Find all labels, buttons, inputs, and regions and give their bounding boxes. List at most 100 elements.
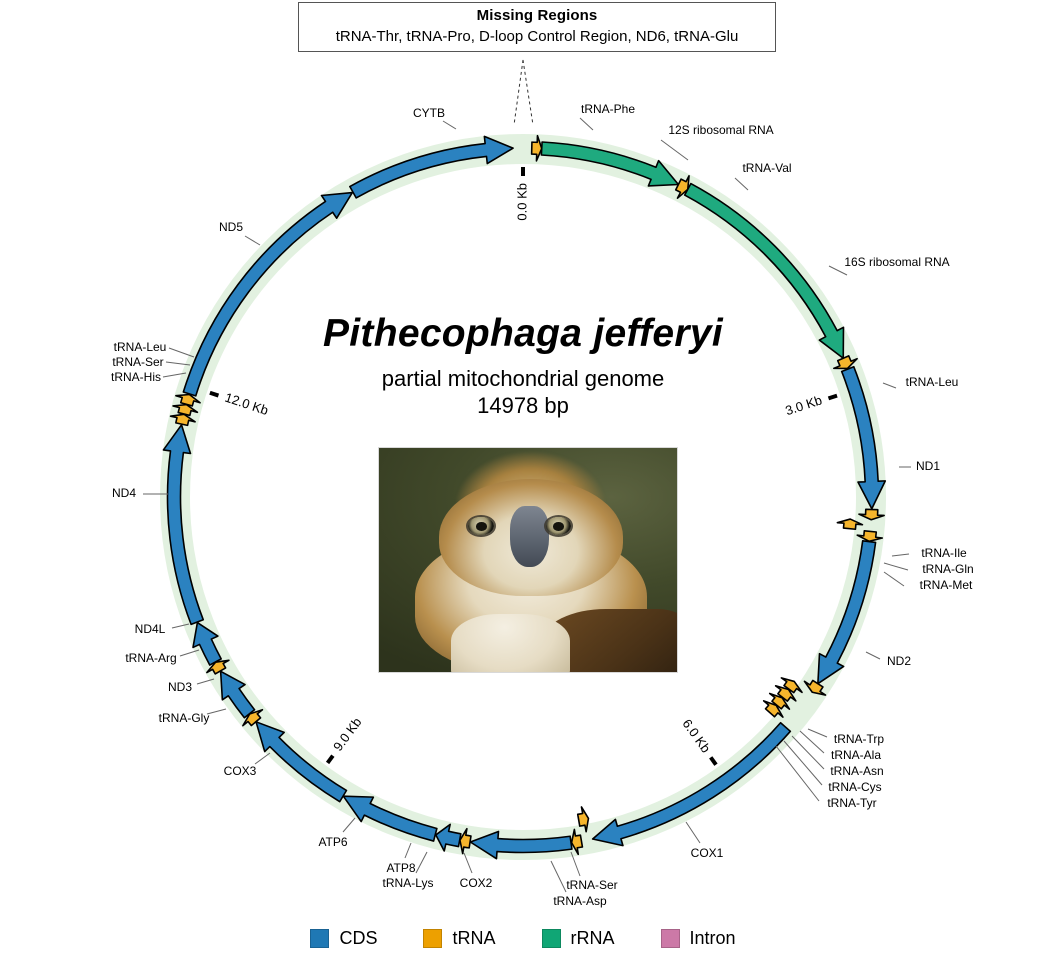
feature-16s-ribosomal-rna — [683, 182, 845, 360]
feature-label-trna-lys: tRNA-Lys — [383, 876, 434, 890]
legend-label: CDS — [339, 928, 378, 948]
legend-swatch-rrna — [541, 929, 561, 948]
photo-beak — [510, 506, 549, 567]
feature-label-atp8: ATP8 — [386, 861, 415, 875]
legend-item-intron: Intron — [660, 928, 736, 949]
genome-length: 14978 bp — [477, 393, 569, 418]
leader-line-31 — [244, 235, 261, 246]
feature-trna-his — [169, 413, 196, 427]
feature-label-trna-arg: tRNA-Arg — [125, 651, 176, 665]
feature-label-trna-trp: tRNA-Trp — [834, 732, 885, 746]
feature-trna-gln — [836, 518, 864, 531]
leader-line-30 — [168, 347, 195, 358]
feature-nd5 — [182, 191, 354, 397]
feature-label-trna-ala: tRNA-Ala — [831, 748, 881, 762]
leader-line-26 — [171, 623, 190, 629]
feature-label-trna-ser: tRNA-Ser — [566, 878, 617, 892]
leader-line-8 — [883, 571, 905, 587]
leader-line-1 — [660, 139, 689, 161]
leader-line-10 — [807, 728, 828, 738]
feature-label-cox3: COX3 — [224, 764, 257, 778]
feature-trna-met — [856, 530, 884, 543]
tick-mark-2 — [709, 756, 718, 766]
feature-label-trna-cys: tRNA-Cys — [828, 780, 881, 794]
feature-nd1 — [840, 365, 887, 510]
leader-line-25 — [179, 649, 200, 657]
feature-label-cox2: COX2 — [460, 876, 493, 890]
leader-line-11 — [799, 730, 825, 754]
center-caption: Pithecophaga jefferyi partial mitochondr… — [213, 312, 833, 419]
leader-line-32 — [442, 120, 457, 130]
species-name: Pithecophaga jefferyi — [322, 312, 724, 355]
feature-trna-ser — [576, 806, 590, 833]
feature-label-nd4: ND4 — [112, 486, 136, 500]
feature-arcs — [162, 134, 887, 860]
tick-mark-3 — [325, 754, 335, 765]
leader-line-0 — [579, 117, 594, 131]
feature-cox3 — [255, 721, 348, 803]
legend-item-cds: CDS — [310, 928, 377, 949]
feature-trna-tyr — [762, 700, 784, 718]
leader-line-4 — [882, 382, 897, 389]
feature-label-nd2: ND2 — [887, 654, 911, 668]
feature-trna-cys — [768, 692, 791, 710]
feature-12s-ribosomal-rna — [540, 141, 680, 187]
feature-trna-ser — [172, 403, 199, 417]
feature-trna-leu — [175, 393, 201, 407]
legend-item-trna: tRNA — [423, 928, 496, 949]
feature-label-trna-asn: tRNA-Asn — [830, 764, 883, 778]
feature-trna-leu — [833, 355, 858, 370]
feature-atp8 — [434, 823, 462, 852]
feature-label-atp6: ATP6 — [318, 835, 347, 849]
feature-label-16s-ribosomal-rna: 16S ribosomal RNA — [844, 255, 949, 269]
leader-line-6 — [891, 553, 910, 557]
missing-regions-box: Missing Regions tRNA-Thr, tRNA-Pro, D-lo… — [298, 2, 776, 52]
feature-label-nd5: ND5 — [219, 220, 243, 234]
feature-trna-asp — [570, 828, 584, 856]
feature-trna-ala — [780, 677, 803, 694]
tick-mark-4 — [209, 390, 220, 398]
feature-label-trna-asp: tRNA-Asp — [553, 894, 607, 908]
missing-regions-list: tRNA-Thr, tRNA-Pro, D-loop Control Regio… — [335, 28, 739, 45]
leader-line-28 — [162, 372, 187, 378]
leader-line-2 — [734, 177, 749, 191]
feature-label-trna-val: tRNA-Val — [742, 161, 791, 175]
feature-trna-asn — [774, 685, 797, 702]
legend-item-rrna: rRNA — [541, 928, 615, 949]
feature-label-trna-his: tRNA-His — [111, 370, 161, 384]
leader-line-15 — [685, 821, 701, 844]
feature-label-nd4l: ND4L — [135, 622, 166, 636]
leader-line-21 — [342, 817, 356, 833]
leader-line-23 — [206, 708, 227, 715]
feature-label-trna-met: tRNA-Met — [920, 578, 973, 592]
tick-label-2: 6.0 Kb — [679, 716, 713, 755]
feature-cox1 — [591, 721, 792, 847]
organism-photo — [378, 447, 678, 673]
feature-nd3 — [219, 670, 256, 719]
legend-label: tRNA — [452, 928, 496, 948]
feature-trna-phe — [530, 134, 543, 162]
leader-line-20 — [404, 842, 412, 859]
feature-label-cox1: COX1 — [691, 846, 724, 860]
feature-trna-trp — [803, 679, 827, 696]
feature-labels: tRNA-Phe 12S ribosomal RNA tRNA-Val 16S rib… — [111, 59, 974, 908]
tick-mark-1 — [827, 393, 838, 401]
missing-regions-pointer — [513, 59, 534, 126]
leader-line-9 — [865, 651, 881, 660]
feature-label-trna-ser: tRNA-Ser — [112, 355, 163, 369]
feature-label-cytb: CYTB — [413, 106, 445, 120]
legend-swatch-trna — [423, 929, 443, 948]
feature-trna-arg — [206, 659, 230, 675]
feature-trna-ile — [858, 508, 885, 521]
feature-trna-val — [674, 174, 690, 199]
feature-trna-lys — [459, 827, 472, 855]
leader-line-18 — [463, 852, 473, 874]
feature-label-trna-leu: tRNA-Leu — [906, 375, 959, 389]
leader-line-14 — [775, 745, 820, 802]
leader-line-3 — [828, 265, 848, 276]
feature-label-trna-ile: tRNA-Ile — [921, 546, 967, 560]
feature-label-trna-tyr: tRNA-Tyr — [827, 796, 876, 810]
feature-label-nd3: ND3 — [168, 680, 192, 694]
